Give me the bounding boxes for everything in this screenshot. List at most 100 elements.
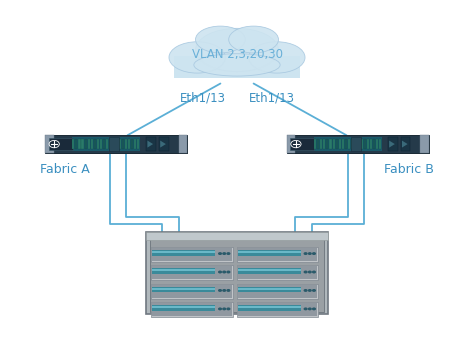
Bar [91,139,93,149]
Text: Fabric B: Fabric B [384,163,434,176]
Circle shape [308,271,312,274]
Circle shape [222,252,226,255]
Bar [401,137,410,151]
Bar [237,247,318,262]
Bar [373,139,375,149]
Bar [314,139,316,149]
Text: Fabric A: Fabric A [40,163,90,176]
Bar [333,139,335,149]
Bar [238,248,317,261]
Circle shape [312,289,316,292]
Text: Eth1/13: Eth1/13 [179,91,226,104]
Circle shape [308,307,312,311]
Bar [146,232,328,240]
Bar [360,139,363,149]
Circle shape [303,271,308,274]
Bar [149,234,324,312]
Bar [238,251,301,253]
Bar [152,268,215,274]
Text: Eth1/13: Eth1/13 [248,91,295,104]
Bar [112,139,115,149]
Ellipse shape [194,54,280,76]
Bar [97,139,99,149]
Bar [420,135,429,153]
Bar [152,302,233,317]
Bar [351,139,353,149]
Bar [364,139,366,149]
Bar [367,139,369,149]
Bar [134,139,137,149]
Circle shape [312,307,316,311]
Circle shape [303,252,308,255]
Polygon shape [402,141,408,147]
Bar [238,287,301,293]
Bar [237,302,318,317]
Bar [103,139,105,149]
Bar [357,139,359,149]
Bar [146,232,328,314]
Circle shape [218,289,222,292]
Bar [118,139,121,149]
Circle shape [303,307,308,311]
Ellipse shape [196,26,246,53]
Bar [339,139,341,149]
Bar [159,137,169,151]
Bar [379,139,381,149]
Bar [152,266,232,279]
Bar [388,137,398,151]
Bar [237,265,318,280]
Bar [94,139,96,149]
Bar [238,268,301,274]
Circle shape [222,271,226,274]
FancyBboxPatch shape [46,136,188,154]
Ellipse shape [195,28,279,72]
Circle shape [227,252,230,255]
Bar [179,135,187,153]
Bar [238,285,317,298]
Bar [88,139,90,149]
Bar [152,269,215,271]
Circle shape [308,289,312,292]
Polygon shape [147,141,153,147]
Bar [84,139,87,149]
Bar [72,139,74,149]
Circle shape [303,289,308,292]
Bar [345,139,347,149]
Bar [152,288,215,290]
Circle shape [222,289,226,292]
Bar [238,305,301,311]
Bar [45,135,54,153]
Bar [326,139,328,149]
Bar [238,303,317,316]
Bar [238,269,301,271]
Bar [370,139,372,149]
Bar [146,137,156,151]
Bar [122,139,124,149]
Bar [152,303,232,316]
Polygon shape [160,141,166,147]
Bar [329,139,332,149]
Bar [128,139,130,149]
Bar [354,139,356,149]
Bar [78,139,81,149]
Ellipse shape [169,42,226,73]
Bar [152,283,233,299]
Bar [109,139,111,149]
FancyBboxPatch shape [288,136,430,154]
Ellipse shape [194,54,280,76]
Bar [82,139,83,149]
Bar [152,248,232,261]
Bar [137,139,139,149]
Bar [174,56,300,78]
Bar [152,250,215,256]
Circle shape [227,289,230,292]
Bar [314,137,382,151]
Bar [320,139,322,149]
Ellipse shape [248,42,305,73]
Ellipse shape [169,42,226,73]
Polygon shape [389,141,395,147]
Bar [106,139,109,149]
Circle shape [308,252,312,255]
Bar [152,247,233,262]
Bar [290,138,314,150]
